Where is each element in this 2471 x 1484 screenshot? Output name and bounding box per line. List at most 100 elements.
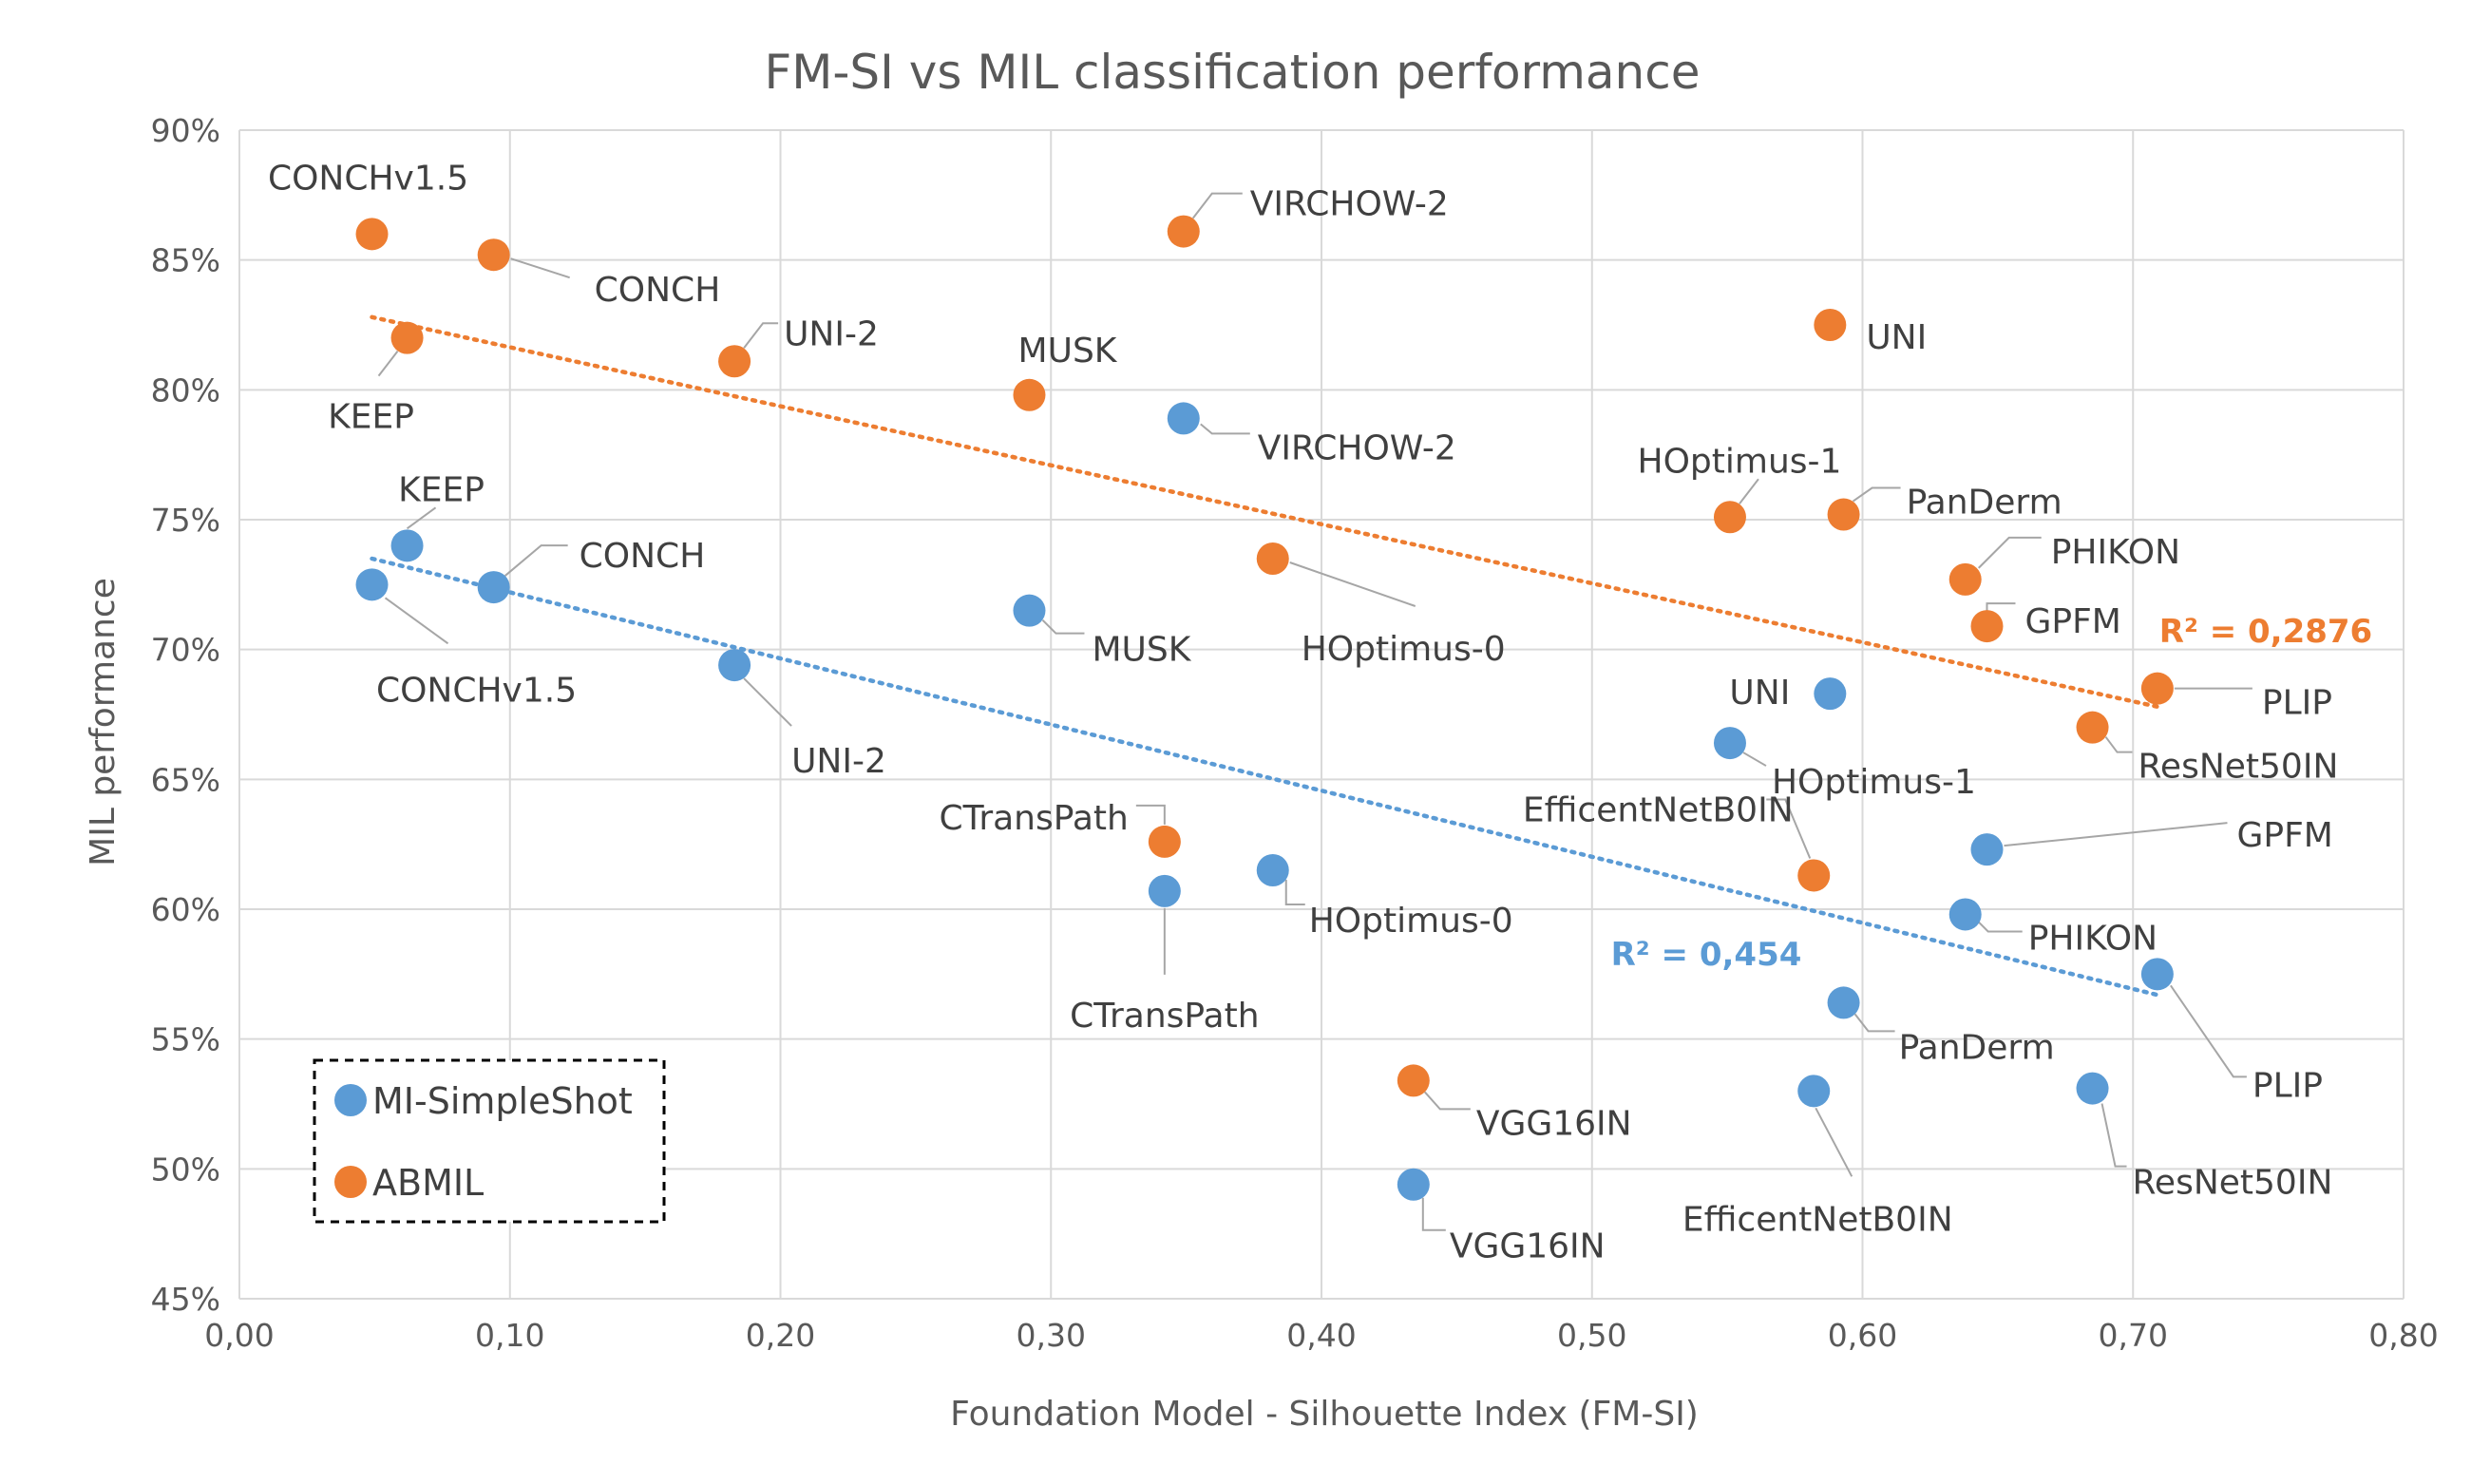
leader-line-abmil-phikon [1977,536,2042,569]
x-tick-label: 0,80 [2368,1317,2438,1354]
point-label-abmil-efficentnetb0in: EfficentNetB0IN [1523,790,1794,829]
point-label-abmil-hoptimus-0: HOptimus-0 [1302,630,1506,669]
chart-title: FM-SI vs MIL classification performance [764,45,1700,100]
point-label-abmil-phikon: PHIKON [2051,533,2180,572]
leader-line-abmil-ctranspath [1135,804,1166,825]
point-abmil-hoptimus-1 [1713,501,1746,534]
leader-line-mi-simpleshot-hoptimus-1 [1742,752,1767,767]
leader-line-mi-simpleshot-efficentnetb0in [1815,1107,1853,1177]
point-label-mi-simpleshot-hoptimus-0: HOptimus-0 [1309,902,1513,941]
leader-line-mi-simpleshot-keep [406,506,437,530]
point-mi-simpleshot-gpfm [1970,833,2004,866]
point-label-abmil-virchow-2: VIRCHOW-2 [1250,185,1449,224]
point-mi-simpleshot-virchow-2 [1167,402,1200,435]
r2-label-abmil: R² = 0,2876 [2159,613,2372,651]
point-mi-simpleshot-hoptimus-0 [1256,854,1289,886]
point-abmil-panderm [1827,498,1860,531]
x-tick-label: 0,20 [746,1317,815,1354]
point-label-abmil-conchv1-5: CONCHv1.5 [268,159,468,198]
point-mi-simpleshot-hoptimus-1 [1713,727,1746,760]
point-label-mi-simpleshot-ctranspath: CTransPath [1070,997,1259,1036]
y-tick-label: 50% [151,1151,220,1188]
point-abmil-musk [1013,378,1046,411]
point-abmil-plip [2140,672,2174,705]
y-tick-label: 55% [151,1021,220,1058]
leader-line-mi-simpleshot-gpfm [2004,822,2228,847]
point-label-mi-simpleshot-hoptimus-1: HOptimus-1 [1772,763,1976,802]
point-abmil-efficentnetb0in [1797,859,1831,892]
point-label-abmil-hoptimus-1: HOptimus-1 [1638,442,1842,481]
leader-line-abmil-uni-2 [743,322,779,349]
x-tick-label: 0,30 [1017,1317,1086,1354]
point-label-abmil-uni: UNI [1866,318,1927,357]
leader-line-abmil-conch [510,257,570,279]
legend-label-abmil: ABMIL [372,1162,484,1204]
point-mi-simpleshot-efficentnetb0in [1797,1075,1831,1108]
leader-line-abmil-panderm [1852,486,1901,503]
point-label-abmil-plip: PLIP [2262,684,2332,723]
point-abmil-hoptimus-0 [1256,542,1289,575]
point-mi-simpleshot-phikon [1948,898,1982,931]
leader-lines [377,192,2252,1231]
point-label-mi-simpleshot-gpfm: GPFM [2236,816,2332,855]
point-label-mi-simpleshot-conchv1-5: CONCHv1.5 [376,671,577,710]
point-label-abmil-resnet50in: ResNet50IN [2138,748,2339,787]
leader-line-mi-simpleshot-conch [504,544,568,577]
legend-box [313,1058,666,1224]
y-tick-label: 90% [151,112,220,149]
leader-line-abmil-gpfm [1986,602,2016,612]
data-points [355,215,2174,1201]
gridlines [238,129,2404,1300]
point-label-mi-simpleshot-uni-2: UNI-2 [791,742,886,781]
point-label-abmil-ctranspath: CTransPath [939,799,1128,838]
point-abmil-resnet50in [2076,711,2109,744]
y-tick-label: 45% [151,1281,220,1318]
point-abmil-phikon [1948,562,1982,596]
point-mi-simpleshot-conchv1-5 [355,568,389,601]
point-label-mi-simpleshot-musk: MUSK [1092,631,1191,670]
x-tick-label: 0,50 [1557,1317,1626,1354]
trendline-mi-simpleshot [370,556,2160,998]
point-mi-simpleshot-resnet50in [2076,1072,2109,1105]
leader-line-mi-simpleshot-phikon [1977,921,2023,933]
point-abmil-virchow-2 [1167,215,1200,248]
point-label-mi-simpleshot-virchow-2: VIRCHOW-2 [1258,428,1456,467]
point-label-abmil-keep: KEEP [328,398,414,437]
legend: MI-SimpleShot ABMIL [313,1058,666,1224]
leader-line-mi-simpleshot-hoptimus-0 [1284,880,1305,905]
y-tick-label: 75% [151,502,220,539]
x-tick-label: 0,60 [1828,1317,1897,1354]
point-mi-simpleshot-vgg16in [1397,1168,1430,1201]
point-abmil-conchv1-5 [355,218,389,251]
point-label-mi-simpleshot-phikon: PHIKON [2028,919,2157,958]
x-tick-label: 0,00 [204,1317,274,1354]
point-mi-simpleshot-keep [390,529,424,562]
point-abmil-ctranspath [1148,825,1181,858]
x-tick-label: 0,10 [475,1317,544,1354]
leader-line-mi-simpleshot-uni-2 [743,677,792,727]
leader-line-abmil-hoptimus-0 [1289,561,1416,607]
point-label-mi-simpleshot-plip: PLIP [2252,1066,2323,1105]
point-mi-simpleshot-plip [2140,958,2174,991]
leader-line-mi-simpleshot-vgg16in [1421,1197,1446,1231]
leader-line-abmil-resnet50in [2104,736,2133,753]
trendlines [370,314,2160,998]
point-mi-simpleshot-conch [477,571,510,604]
point-label-abmil-vgg16in: VGG16IN [1476,1104,1632,1143]
trendline-abmil [370,314,2160,710]
point-mi-simpleshot-ctranspath [1148,874,1181,907]
x-tick-label: 0,70 [2099,1317,2168,1354]
y-axis-title: MIL performance [84,578,123,866]
leader-line-mi-simpleshot-resnet50in [2100,1103,2127,1168]
point-abmil-gpfm [1970,610,2004,643]
point-label-mi-simpleshot-conch: CONCH [580,537,706,576]
point-label-abmil-conch: CONCH [595,271,721,310]
y-tick-label: 85% [151,242,220,279]
x-axis-title: Foundation Model - Silhouette Index (FM-… [950,1395,1699,1434]
legend-marker-mi-simpleshot [334,1084,367,1116]
point-abmil-keep [390,321,424,354]
r2-label-mi-simpleshot: R² = 0,454 [1611,936,1802,974]
